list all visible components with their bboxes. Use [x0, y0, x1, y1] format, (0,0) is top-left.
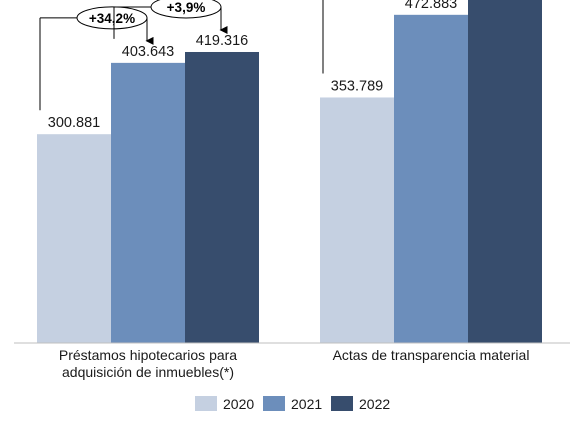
annotation-text-0: +34,2%: [89, 11, 135, 26]
value-label-2022-group-0: 419.316: [196, 33, 248, 49]
value-label-2021-group-0: 403.643: [122, 44, 174, 60]
legend-swatch-2022: [331, 396, 353, 411]
value-label-2020-group-0: 300.881: [48, 115, 100, 131]
bar-2022-group-1: [468, 0, 542, 343]
bar-2020-group-0: [37, 134, 111, 343]
annotation-text-1: +3,9%: [167, 0, 206, 15]
bars-layer: [37, 0, 542, 344]
legend-label-2020: 2020: [223, 396, 254, 412]
annotation-bubble-0: [76, 6, 148, 30]
bar-2021-group-1: [394, 14, 468, 344]
category-label-0-line-1: adquisición de inmuebles(*): [62, 364, 234, 380]
legend: 2020 2021 2022: [195, 396, 390, 412]
value-label-2021-group-1: 472.883: [405, 0, 457, 12]
category-label-1-line-0: Actas de transparencia material: [333, 347, 530, 363]
legend-swatch-2021: [263, 396, 285, 411]
growth-annotations-layer: +34,2%+3,9%+33,7%+4,8%: [39, 0, 324, 111]
legend-label-2021: 2021: [291, 396, 322, 412]
legend-swatch-2020: [195, 396, 217, 411]
legend-label-2022: 2022: [359, 396, 390, 412]
bar-2021-group-0: [111, 62, 185, 343]
value-labels-layer: 300.881353.789403.643472.883419.316495.3…: [48, 0, 457, 131]
annotation-bubble-1: [150, 0, 222, 19]
value-label-2020-group-1: 353.789: [331, 78, 383, 94]
bar-2020-group-1: [320, 97, 394, 344]
bar-2022-group-0: [185, 51, 259, 344]
category-label-0-line-0: Préstamos hipotecarios para: [59, 347, 237, 363]
